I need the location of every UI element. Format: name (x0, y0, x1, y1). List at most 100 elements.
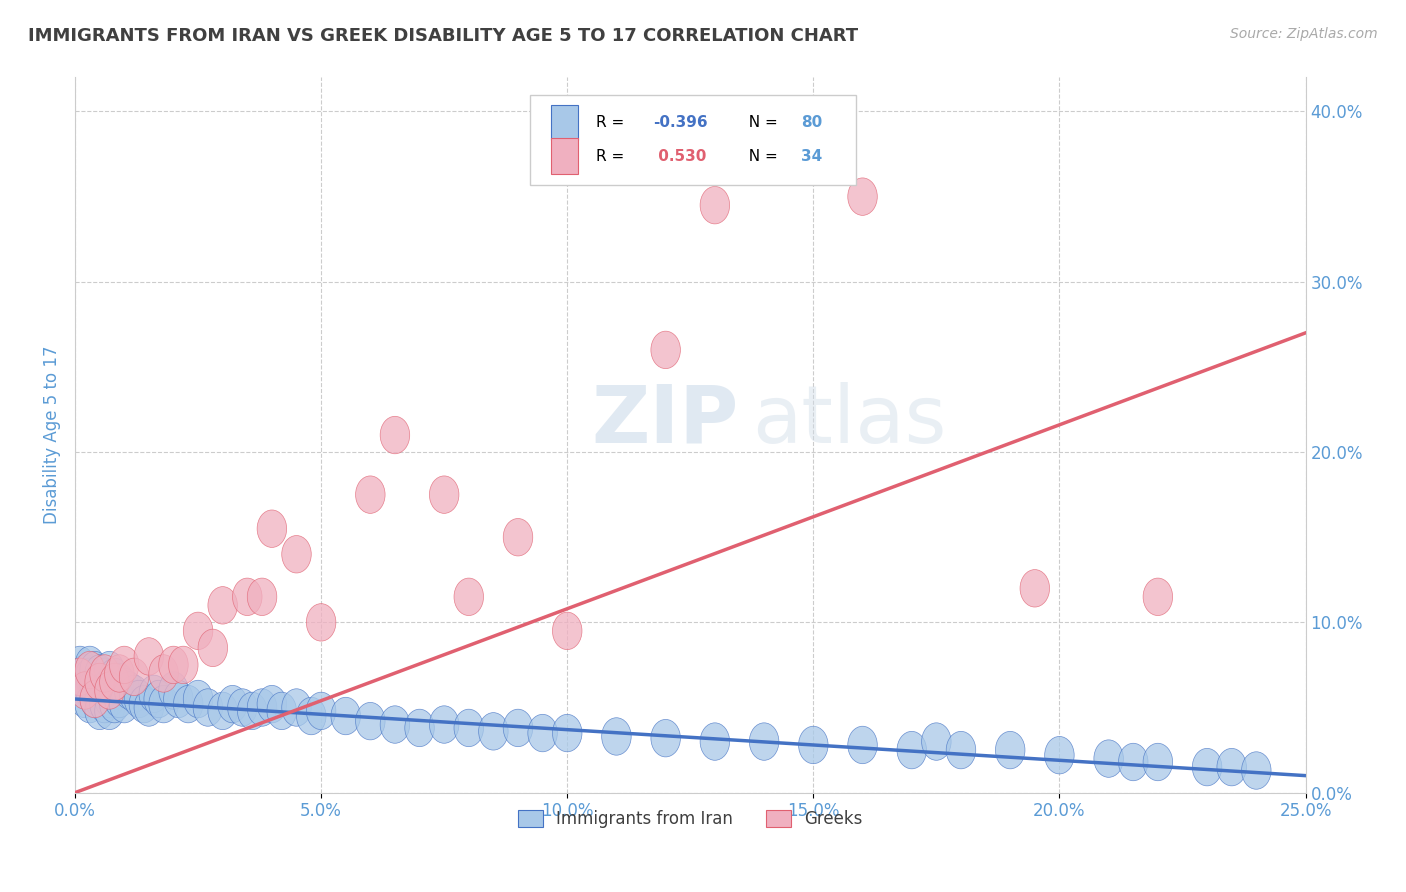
Ellipse shape (75, 672, 104, 709)
Text: atlas: atlas (752, 382, 946, 459)
Ellipse shape (100, 685, 129, 723)
Ellipse shape (149, 685, 179, 723)
Ellipse shape (110, 646, 139, 683)
Ellipse shape (503, 518, 533, 556)
Ellipse shape (380, 417, 409, 454)
Ellipse shape (527, 714, 557, 752)
Ellipse shape (307, 604, 336, 641)
Ellipse shape (70, 655, 100, 692)
Ellipse shape (478, 713, 508, 750)
Ellipse shape (75, 646, 104, 683)
FancyBboxPatch shape (530, 95, 856, 185)
Ellipse shape (281, 535, 311, 573)
Ellipse shape (232, 578, 262, 615)
Text: N =: N = (740, 115, 783, 130)
Ellipse shape (90, 655, 120, 692)
Ellipse shape (307, 692, 336, 730)
Ellipse shape (198, 629, 228, 666)
Ellipse shape (90, 685, 120, 723)
Ellipse shape (995, 731, 1025, 769)
Ellipse shape (80, 681, 110, 718)
Ellipse shape (183, 681, 212, 718)
Ellipse shape (124, 681, 153, 718)
Ellipse shape (297, 698, 326, 735)
Ellipse shape (1045, 737, 1074, 774)
Ellipse shape (799, 726, 828, 764)
Ellipse shape (651, 331, 681, 368)
Ellipse shape (70, 672, 100, 709)
Ellipse shape (134, 638, 163, 675)
Ellipse shape (149, 655, 179, 692)
Ellipse shape (183, 612, 212, 649)
Ellipse shape (848, 726, 877, 764)
Ellipse shape (503, 709, 533, 747)
Ellipse shape (84, 664, 114, 701)
Ellipse shape (921, 723, 950, 760)
Ellipse shape (1143, 578, 1173, 615)
Ellipse shape (100, 672, 129, 709)
Ellipse shape (193, 689, 222, 726)
Ellipse shape (90, 658, 120, 696)
Ellipse shape (749, 723, 779, 760)
Ellipse shape (356, 702, 385, 739)
Legend: Immigrants from Iran, Greeks: Immigrants from Iran, Greeks (510, 803, 869, 834)
Ellipse shape (1119, 743, 1149, 780)
Ellipse shape (75, 685, 104, 723)
Text: 0.530: 0.530 (654, 149, 707, 163)
Ellipse shape (238, 692, 267, 730)
Ellipse shape (100, 658, 129, 696)
Ellipse shape (553, 612, 582, 649)
Ellipse shape (946, 731, 976, 769)
FancyBboxPatch shape (551, 104, 578, 140)
Ellipse shape (84, 666, 114, 704)
Ellipse shape (1192, 748, 1222, 786)
Ellipse shape (848, 178, 877, 215)
FancyBboxPatch shape (551, 138, 578, 174)
Y-axis label: Disability Age 5 to 17: Disability Age 5 to 17 (44, 346, 60, 524)
Ellipse shape (120, 658, 149, 696)
Text: IMMIGRANTS FROM IRAN VS GREEK DISABILITY AGE 5 TO 17 CORRELATION CHART: IMMIGRANTS FROM IRAN VS GREEK DISABILITY… (28, 27, 858, 45)
Ellipse shape (110, 668, 139, 706)
Ellipse shape (257, 685, 287, 723)
Ellipse shape (247, 689, 277, 726)
Ellipse shape (65, 646, 94, 683)
Ellipse shape (134, 689, 163, 726)
Text: Source: ZipAtlas.com: Source: ZipAtlas.com (1230, 27, 1378, 41)
Ellipse shape (94, 666, 124, 704)
Text: R =: R = (596, 115, 628, 130)
Ellipse shape (897, 731, 927, 769)
Ellipse shape (700, 186, 730, 224)
Ellipse shape (94, 692, 124, 730)
Ellipse shape (208, 587, 238, 624)
Ellipse shape (94, 672, 124, 709)
Ellipse shape (169, 646, 198, 683)
Ellipse shape (80, 666, 110, 704)
Ellipse shape (110, 685, 139, 723)
Text: R =: R = (596, 149, 628, 163)
Text: ZIP: ZIP (592, 382, 740, 459)
Ellipse shape (1218, 748, 1247, 786)
Ellipse shape (281, 689, 311, 726)
Ellipse shape (70, 681, 100, 718)
Ellipse shape (94, 681, 124, 718)
Ellipse shape (65, 658, 94, 696)
Ellipse shape (330, 698, 360, 735)
Ellipse shape (257, 510, 287, 548)
Ellipse shape (129, 685, 159, 723)
Ellipse shape (1094, 739, 1123, 777)
Text: 80: 80 (801, 115, 823, 130)
Ellipse shape (208, 692, 238, 730)
Ellipse shape (80, 651, 110, 689)
Ellipse shape (228, 689, 257, 726)
Ellipse shape (1143, 743, 1173, 780)
Ellipse shape (454, 709, 484, 747)
Ellipse shape (429, 706, 458, 743)
Ellipse shape (139, 675, 169, 713)
Ellipse shape (84, 692, 114, 730)
Ellipse shape (159, 646, 188, 683)
Text: N =: N = (740, 149, 783, 163)
Ellipse shape (80, 681, 110, 718)
Ellipse shape (84, 681, 114, 718)
Ellipse shape (94, 651, 124, 689)
Ellipse shape (159, 672, 188, 709)
